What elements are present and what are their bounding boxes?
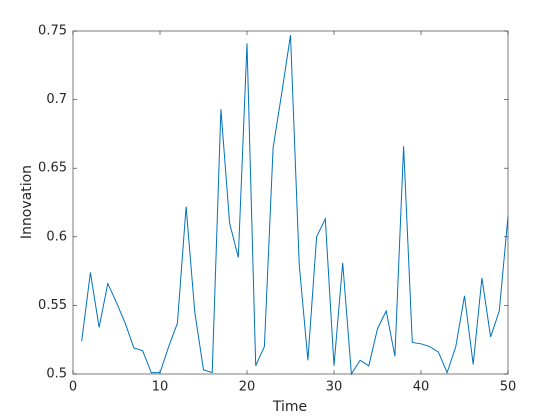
y-tick-label: 0.7 [46, 92, 67, 107]
x-tick-label: 50 [500, 380, 517, 395]
x-tick-label: 0 [69, 380, 77, 395]
x-axis-label: Time [272, 399, 307, 415]
y-tick-label: 0.65 [38, 161, 67, 176]
line-series [81, 35, 509, 376]
y-tick-label: 0.5 [46, 367, 67, 382]
x-tick-label: 40 [413, 380, 430, 395]
y-axis-label: Innovation [19, 165, 35, 239]
y-tick-label: 0.75 [38, 24, 67, 39]
x-tick-label: 10 [152, 380, 169, 395]
y-tick-label: 0.55 [38, 298, 67, 313]
x-tick-label: 20 [239, 380, 256, 395]
y-tick-label: 0.6 [46, 229, 67, 244]
plot-area [72, 30, 509, 375]
x-tick-label: 30 [326, 380, 343, 395]
